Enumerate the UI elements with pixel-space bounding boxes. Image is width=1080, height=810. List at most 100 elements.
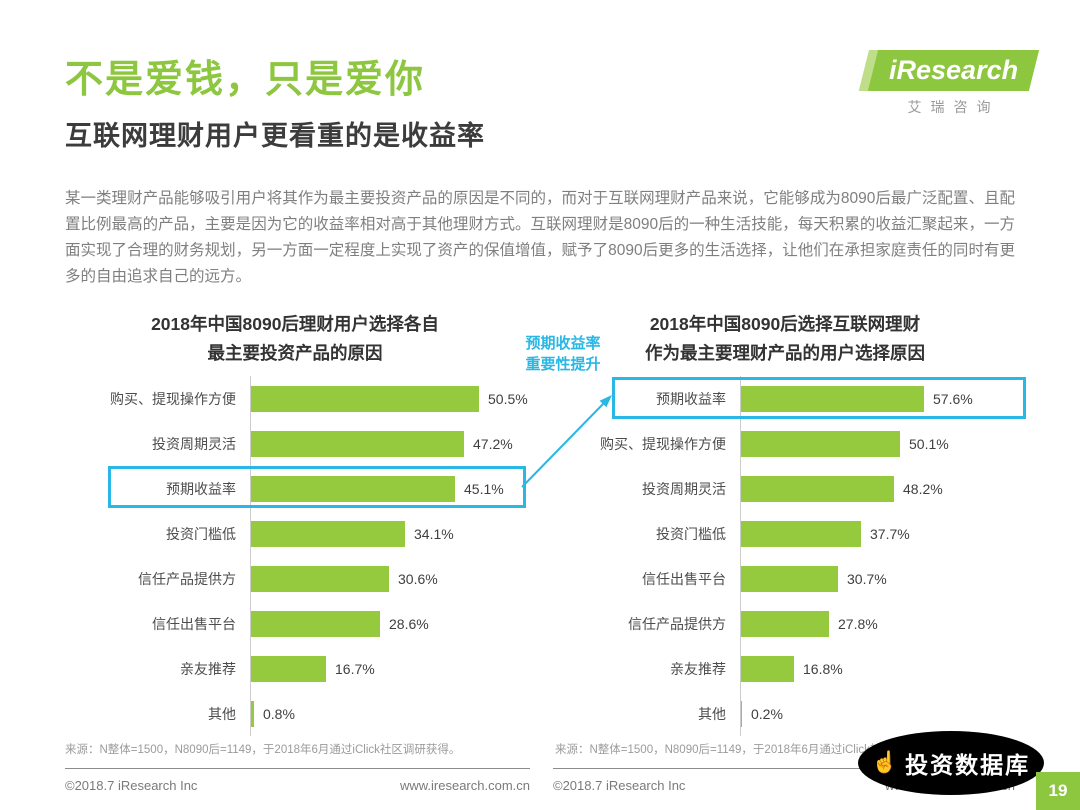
site-url-left: www.iresearch.com.cn (399, 778, 530, 793)
chart-left-title: 2018年中国8090后理财用户选择各自 最主要投资产品的原因 (65, 310, 525, 368)
category-label: 信任出售平台 (152, 615, 236, 632)
chart-row: 其他 0.2% (555, 691, 973, 736)
chart-row: 投资门槛低 37.7% (555, 511, 973, 556)
chart-right-rows: 预期收益率 57.6% 购买、提现操作方便 50.1% 投资周期灵活 48.2% 投资门槛低… (555, 376, 973, 736)
chart-row: 投资周期灵活 48.2% (555, 466, 973, 511)
watermark-text: 投资数据库 (905, 752, 1031, 778)
copyright-left: ©2018.7 iResearch Inc (65, 778, 198, 793)
bar (250, 430, 464, 457)
bar (740, 430, 900, 457)
page-subtitle: 互联网理财用户更看重的是收益率 (65, 121, 485, 151)
value-label: 50.1% (909, 435, 949, 452)
category-label: 信任产品提供方 (138, 570, 236, 587)
copyright-right: ©2018.7 iResearch Inc (553, 778, 686, 793)
bar (740, 475, 894, 502)
hand-icon: ☝ (871, 751, 899, 774)
value-label: 45.1% (464, 480, 504, 497)
value-label: 16.8% (803, 660, 843, 677)
highlight-box-left (108, 466, 526, 508)
chart-left-axis-line (250, 376, 251, 736)
value-label: 50.5% (488, 390, 528, 407)
category-label: 投资门槛低 (166, 525, 236, 542)
bar (250, 655, 326, 682)
chart-right: 2018年中国8090后选择互联网理财 作为最主要理财产品的用户选择原因 预期收… (555, 310, 1035, 727)
chart-row: 预期收益率 57.6% (555, 376, 973, 421)
category-label: 预期收益率 (166, 480, 236, 497)
iresearch-logo: iResearch 艾瑞咨询 (858, 50, 1040, 117)
bar (250, 610, 380, 637)
bar (740, 565, 838, 592)
value-label: 27.8% (838, 615, 878, 632)
intro-paragraph: 某一类理财产品能够吸引用户将其作为最主要投资产品的原因是不同的，而对于互联网理财… (65, 190, 1015, 285)
bar (740, 520, 861, 547)
category-label: 购买、提现操作方便 (600, 435, 726, 452)
value-label: 57.6% (933, 390, 973, 407)
bar (250, 700, 254, 727)
value-label: 30.6% (398, 570, 438, 587)
category-label: 投资门槛低 (656, 525, 726, 542)
chart-row: 预期收益率 45.1% (65, 466, 528, 511)
bar (250, 385, 479, 412)
footer-left: ©2018.7 iResearch Inc www.iresearch.com.… (65, 768, 530, 793)
category-label: 投资周期灵活 (152, 435, 236, 452)
page-number: 19 (1036, 772, 1080, 810)
chart-row: 信任产品提供方 30.6% (65, 556, 528, 601)
logo-mark: iResearch (858, 50, 1040, 91)
bar (250, 565, 389, 592)
category-label: 投资周期灵活 (642, 480, 726, 497)
value-label: 47.2% (473, 435, 513, 452)
chart-row: 信任出售平台 30.7% (555, 556, 973, 601)
chart-left: 2018年中国8090后理财用户选择各自 最主要投资产品的原因 购买、提现操作方… (65, 310, 545, 727)
category-label: 其他 (208, 705, 236, 722)
category-label: 购买、提现操作方便 (110, 390, 236, 407)
chart-left-title-line2: 最主要投资产品的原因 (207, 342, 383, 363)
annotation-line2: 重要性提升 (525, 356, 601, 373)
source-note-left: 来源：N整体=1500，N8090后=1149，于2018年6月通过iClick… (65, 744, 461, 756)
bar (740, 655, 794, 682)
chart-right-title: 2018年中国8090后选择互联网理财 作为最主要理财产品的用户选择原因 (555, 310, 1015, 368)
chart-right-title-line1: 2018年中国8090后选择互联网理财 (649, 314, 921, 334)
value-label: 34.1% (414, 525, 454, 542)
bar (740, 385, 924, 412)
value-label: 28.6% (389, 615, 429, 632)
value-label: 37.7% (870, 525, 910, 542)
chart-row: 亲友推荐 16.7% (65, 646, 528, 691)
highlight-annotation: 预期收益率 重要性提升 (502, 333, 624, 375)
chart-row: 购买、提现操作方便 50.5% (65, 376, 528, 421)
chart-row: 信任出售平台 28.6% (65, 601, 528, 646)
chart-left-rows: 购买、提现操作方便 50.5% 投资周期灵活 47.2% 预期收益率 45.1% 投资门槛低… (65, 376, 528, 736)
watermark-badge: ☝ 投资数据库 (858, 731, 1044, 795)
value-label: 0.8% (263, 705, 295, 722)
category-label: 其他 (698, 705, 726, 722)
chart-row: 其他 0.8% (65, 691, 528, 736)
category-label: 预期收益率 (656, 390, 726, 407)
value-label: 0.2% (751, 705, 783, 722)
logo-text: iResearch (888, 55, 1018, 85)
chart-right-axis-line (740, 376, 741, 736)
bar (740, 610, 829, 637)
chart-left-title-line1: 2018年中国8090后理财用户选择各自 (151, 314, 439, 334)
value-label: 16.7% (335, 660, 375, 677)
annotation-line1: 预期收益率 (525, 335, 601, 352)
category-label: 信任产品提供方 (628, 615, 726, 632)
chart-row: 投资周期灵活 47.2% (65, 421, 528, 466)
bar (740, 700, 742, 727)
chart-row: 投资门槛低 34.1% (65, 511, 528, 556)
source-note-right: 来源：N整体=1500，N8090后=1149，于2018年6月通过iClick… (555, 744, 951, 756)
category-label: 亲友推荐 (180, 660, 236, 677)
value-label: 30.7% (847, 570, 887, 587)
chart-row: 亲友推荐 16.8% (555, 646, 973, 691)
highlight-box-right (612, 377, 1026, 419)
chart-right-title-line2: 作为最主要理财产品的用户选择原因 (645, 342, 925, 363)
chart-row: 购买、提现操作方便 50.1% (555, 421, 973, 466)
arrow-connector-icon (521, 395, 612, 488)
page-title: 不是爱钱，只是爱你 (65, 59, 426, 101)
category-label: 亲友推荐 (670, 660, 726, 677)
logo-chinese-name: 艾瑞咨询 (907, 99, 1000, 115)
value-label: 48.2% (903, 480, 943, 497)
category-label: 信任出售平台 (642, 570, 726, 587)
chart-row: 信任产品提供方 27.8% (555, 601, 973, 646)
bar (250, 475, 455, 502)
bar (250, 520, 405, 547)
